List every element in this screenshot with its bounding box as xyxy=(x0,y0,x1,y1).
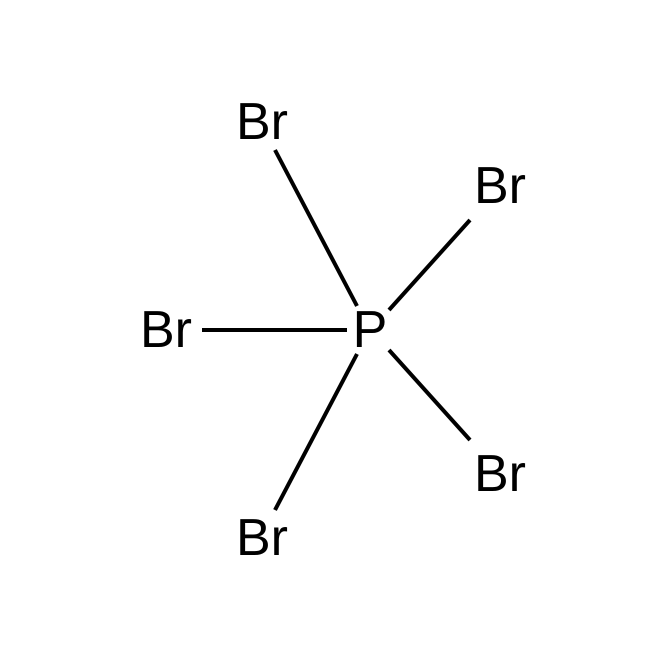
atom-br-bottom: Br xyxy=(236,509,288,567)
atom-br-upper-right: Br xyxy=(474,157,526,215)
bond-line xyxy=(275,354,357,510)
bond-line xyxy=(389,350,470,440)
bond-line xyxy=(389,220,470,310)
molecule-diagram: P Br Br Br Br Br xyxy=(0,0,650,650)
bonds-group xyxy=(202,150,470,510)
atom-center-p: P xyxy=(353,301,388,359)
atom-br-left: Br xyxy=(140,301,192,359)
atom-br-top: Br xyxy=(236,93,288,151)
bond-line xyxy=(275,150,357,306)
atom-br-lower-right: Br xyxy=(474,445,526,503)
